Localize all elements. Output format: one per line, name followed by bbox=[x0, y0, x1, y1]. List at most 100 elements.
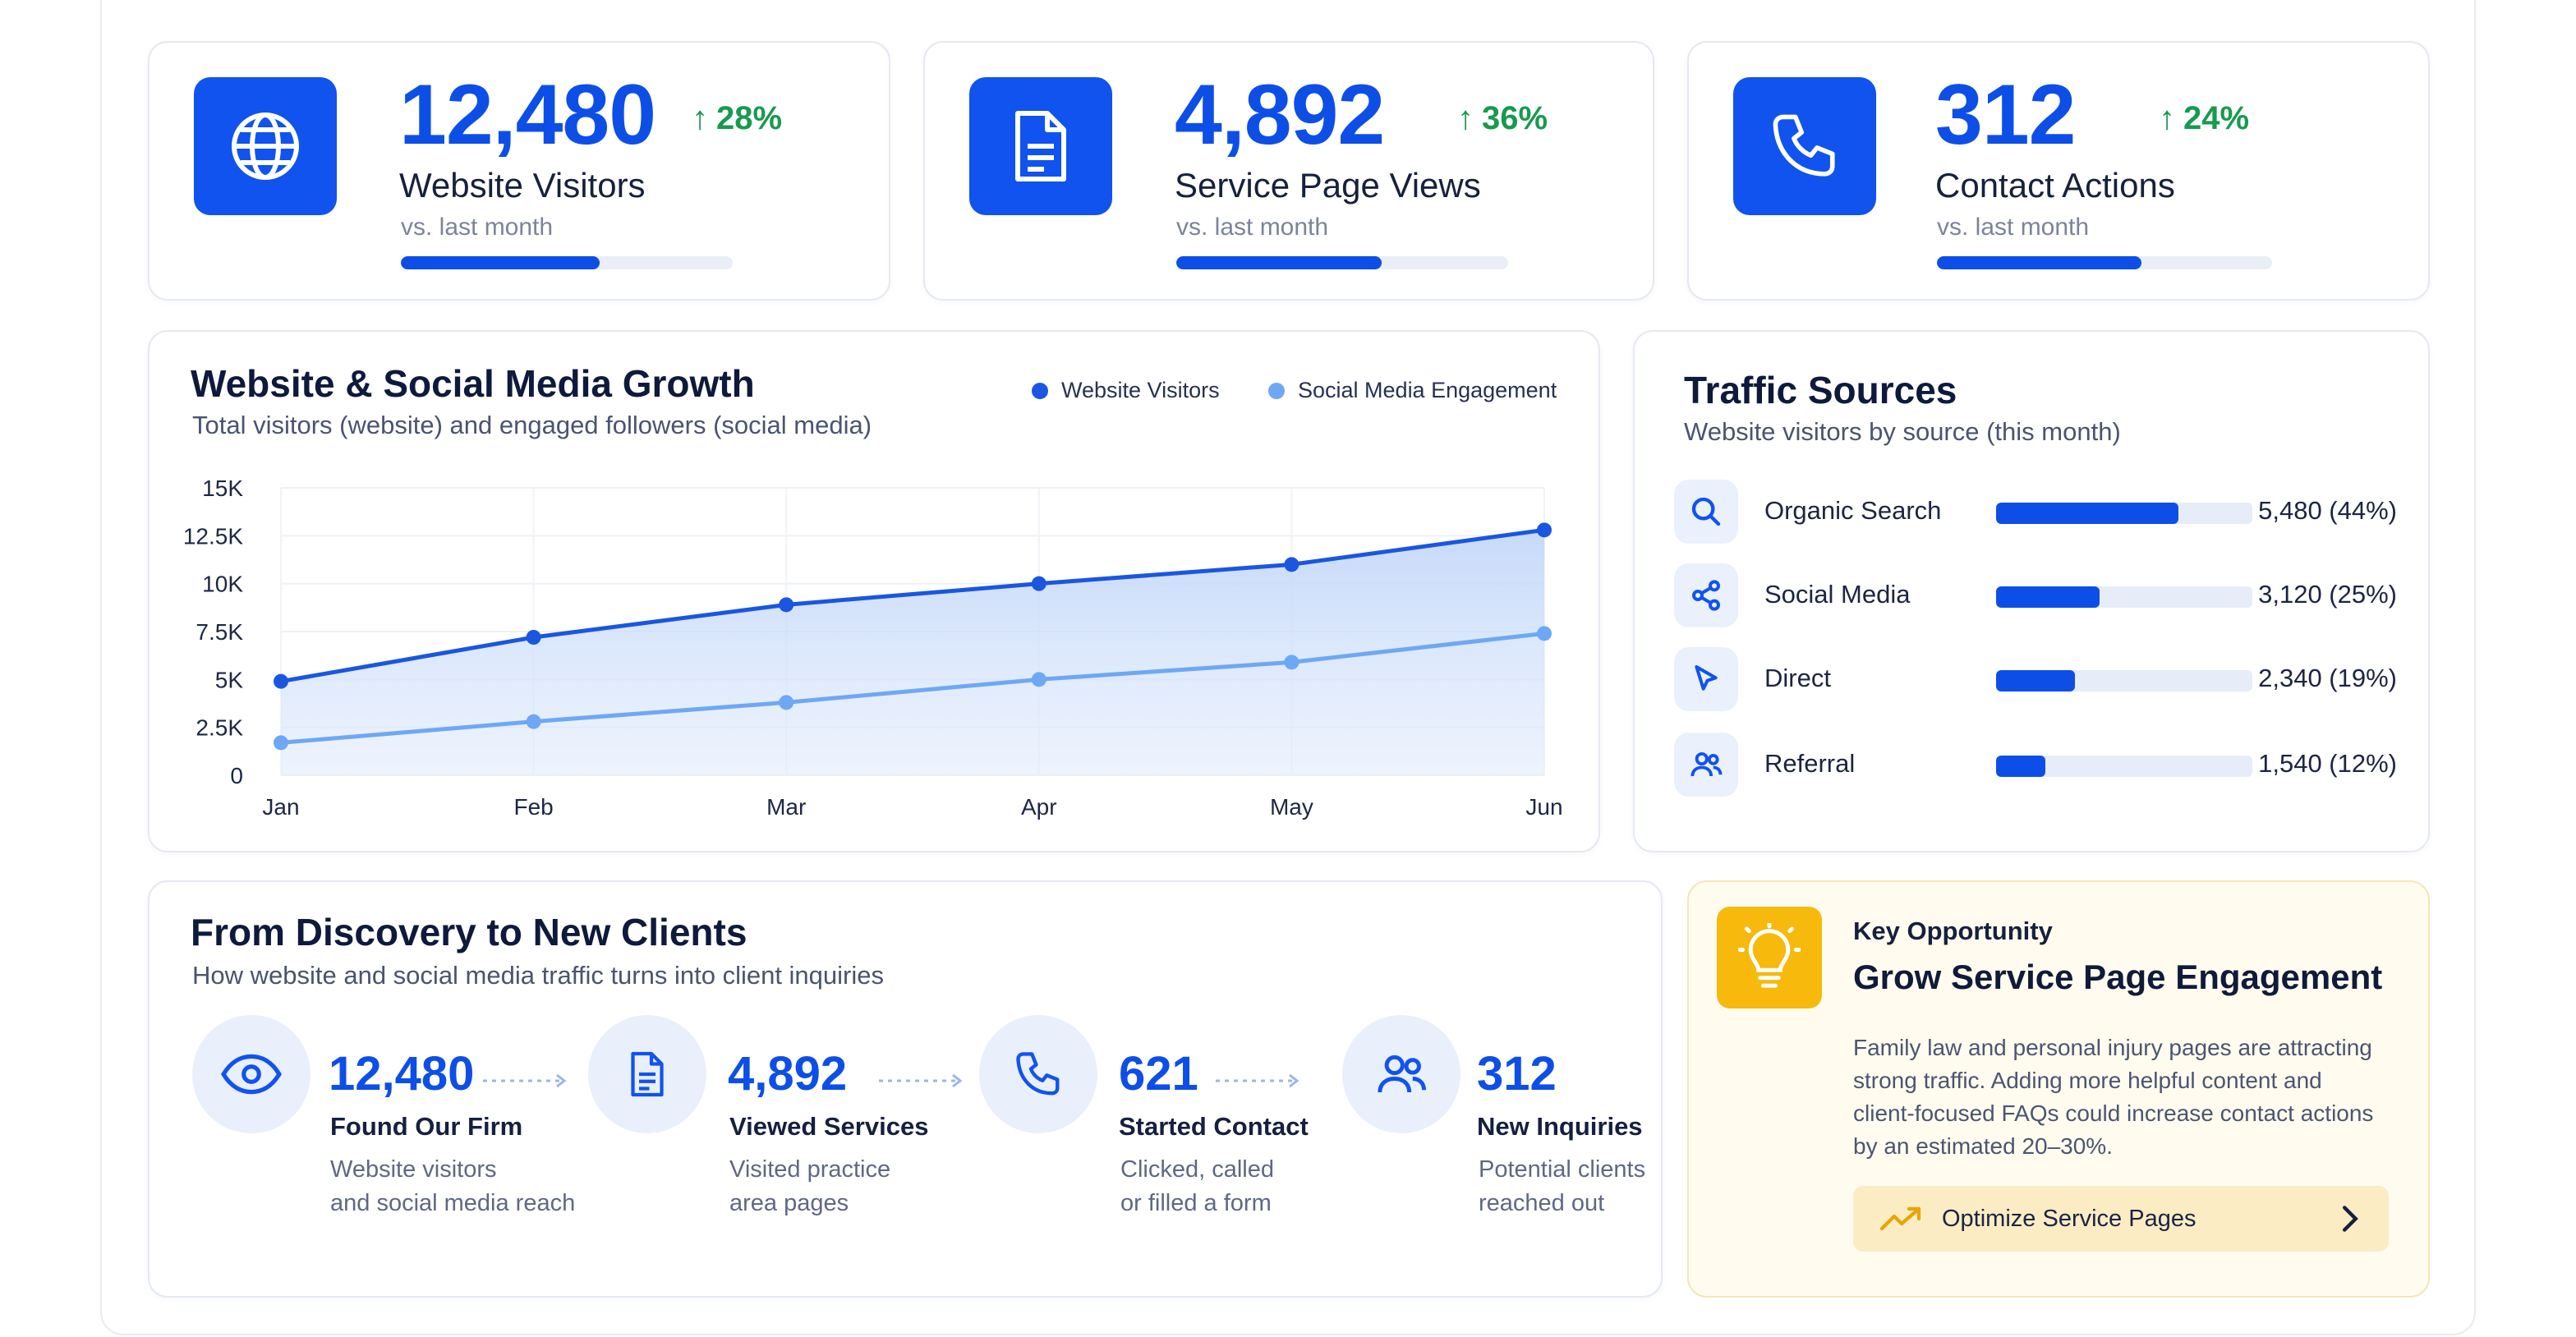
data-point bbox=[1031, 672, 1046, 687]
step-value: 621 bbox=[1119, 1047, 1198, 1100]
data-point bbox=[779, 597, 794, 613]
trending-up-icon bbox=[1879, 1206, 1924, 1231]
source-label: Direct bbox=[1764, 664, 1831, 692]
step-title: Started Contact bbox=[1119, 1112, 1309, 1141]
data-point bbox=[779, 695, 794, 710]
data-point bbox=[274, 673, 288, 689]
chart-legend-social: Social Media Engagement bbox=[1268, 378, 1557, 403]
y-tick-label: 15K bbox=[202, 476, 243, 501]
source-row-referral: Referral 1,540 (12%) bbox=[1674, 733, 2397, 798]
funnel-card: From Discovery to New Clients How websit… bbox=[148, 880, 1663, 1298]
kpi-delta: ↑ 36% bbox=[1457, 100, 1548, 136]
step-description: Visited practice area pages bbox=[729, 1156, 891, 1216]
kpi-label: Contact Actions bbox=[1935, 166, 2175, 204]
area-fill-website-visitors bbox=[281, 530, 1544, 775]
share-icon bbox=[1674, 563, 1738, 627]
x-tick-label: Apr bbox=[1021, 794, 1057, 820]
series-line bbox=[280, 631, 1545, 745]
optimize-service-pages-button[interactable]: Optimize Service Pages bbox=[1853, 1186, 2389, 1252]
data-point bbox=[1284, 655, 1300, 670]
y-tick-label: 0 bbox=[230, 763, 243, 788]
y-tick-label: 5K bbox=[215, 667, 244, 692]
source-bar bbox=[1996, 586, 2252, 608]
x-tick-label: Mar bbox=[766, 794, 806, 820]
source-row-direct: Direct 2,340 (19%) bbox=[1674, 647, 2397, 713]
flow-arrow-icon bbox=[1216, 1073, 1300, 1088]
source-bar bbox=[1996, 670, 2252, 691]
step-title: New Inquiries bbox=[1477, 1112, 1643, 1141]
kpi-card-service-page-views: 4,892 ↑ 36% Service Page Views vs. last m… bbox=[923, 41, 1654, 301]
growth-chart-card: Website & Social Media Growth Total visi… bbox=[148, 330, 1600, 852]
arrow-up-icon: ↑ bbox=[1457, 100, 1474, 136]
document-icon bbox=[969, 77, 1112, 215]
kpi-subtext: vs. last month bbox=[401, 214, 554, 241]
source-label: Referral bbox=[1764, 749, 1856, 778]
users-icon bbox=[1342, 1015, 1460, 1133]
source-row-organic-search: Organic Search 5,480 (44%) bbox=[1674, 480, 2397, 545]
kpi-subtext: vs. last month bbox=[1176, 214, 1329, 241]
flow-arrow-icon bbox=[483, 1073, 567, 1088]
phone-icon bbox=[979, 1015, 1097, 1133]
source-value: 3,120 (25%) bbox=[2258, 580, 2397, 609]
y-tick-label: 7.5K bbox=[196, 619, 243, 645]
flow-arrow-icon bbox=[879, 1073, 963, 1088]
card-title: From Discovery to New Clients bbox=[191, 911, 748, 953]
data-point bbox=[1031, 576, 1046, 591]
key-opportunity-card: Key Opportunity Grow Service Page Engage… bbox=[1687, 880, 2430, 1298]
x-tick-label: Jun bbox=[1525, 794, 1562, 820]
kpi-label: Service Page Views bbox=[1175, 166, 1481, 204]
source-row-social-media: Social Media 3,120 (25%) bbox=[1674, 563, 2397, 629]
step-description: Website visitors and social media reach bbox=[330, 1156, 576, 1216]
opportunity-title: Grow Service Page Engagement bbox=[1853, 958, 2383, 996]
source-value: 1,540 (12%) bbox=[2258, 749, 2397, 778]
step-title: Viewed Services bbox=[729, 1112, 929, 1141]
users-icon bbox=[1674, 733, 1738, 797]
kpi-delta: ↑ 24% bbox=[2159, 100, 2250, 136]
source-bar bbox=[1996, 756, 2252, 777]
source-label: Social Media bbox=[1764, 580, 1911, 609]
chart-legend-website: Website Visitors bbox=[1032, 378, 1220, 403]
globe-icon bbox=[194, 77, 337, 215]
button-label: Optimize Service Pages bbox=[1942, 1205, 2196, 1232]
card-subtitle: Total visitors (website) and engaged fol… bbox=[192, 411, 872, 439]
opportunity-description: Family law and personal injury pages are… bbox=[1853, 1035, 2374, 1159]
kpi-card-website-visitors: 12,480 ↑ 28% Website Visitors vs. last mo… bbox=[148, 41, 890, 301]
traffic-sources-card: Traffic Sources Website visitors by sour… bbox=[1633, 330, 2430, 852]
growth-line-chart: 0 2.5K 5K 7.5K 10K 12.5K 15K Jan Feb Mar Apr May Jun bbox=[183, 476, 1563, 820]
x-tick-label: Feb bbox=[513, 794, 553, 820]
x-tick-label: May bbox=[1270, 794, 1313, 820]
data-point bbox=[1284, 557, 1300, 572]
source-label: Organic Search bbox=[1764, 496, 1942, 525]
card-subtitle: How website and social media traffic tur… bbox=[192, 961, 884, 990]
y-tick-label: 2.5K bbox=[196, 715, 243, 741]
source-bar bbox=[1996, 503, 2252, 524]
step-description: Clicked, called or filled a form bbox=[1120, 1156, 1274, 1216]
kpi-subtext: vs. last month bbox=[1937, 214, 2090, 241]
arrow-up-icon: ↑ bbox=[2159, 100, 2175, 136]
arrow-up-icon: ↑ bbox=[692, 100, 708, 136]
cursor-icon bbox=[1674, 647, 1738, 711]
opportunity-kicker: Key Opportunity bbox=[1853, 917, 2053, 945]
document-icon bbox=[588, 1015, 706, 1133]
card-title: Traffic Sources bbox=[1684, 369, 1957, 411]
data-point bbox=[526, 714, 541, 729]
kpi-value: 4,892 bbox=[1175, 67, 1385, 163]
step-title: Found Our Firm bbox=[330, 1112, 523, 1141]
kpi-card-contact-actions: 312 ↑ 24% Contact Actions vs. last month bbox=[1687, 41, 2430, 301]
eye-icon bbox=[192, 1015, 310, 1133]
kpi-progress-bar bbox=[1176, 256, 1508, 269]
series-line bbox=[280, 527, 1545, 684]
step-value: 12,480 bbox=[329, 1047, 475, 1100]
y-tick-label: 12.5K bbox=[183, 523, 243, 549]
step-description: Potential clients reached out bbox=[1479, 1156, 1646, 1216]
kpi-progress-bar bbox=[401, 256, 733, 269]
kpi-value: 12,480 bbox=[399, 67, 656, 163]
step-value: 312 bbox=[1477, 1047, 1557, 1100]
search-icon bbox=[1674, 480, 1738, 544]
kpi-delta: ↑ 28% bbox=[692, 100, 783, 136]
data-point bbox=[526, 630, 541, 645]
card-title: Website & Social Media Growth bbox=[191, 362, 755, 405]
step-value: 4,892 bbox=[728, 1047, 848, 1100]
data-point bbox=[1537, 626, 1552, 641]
chevron-right-icon bbox=[2341, 1205, 2359, 1233]
